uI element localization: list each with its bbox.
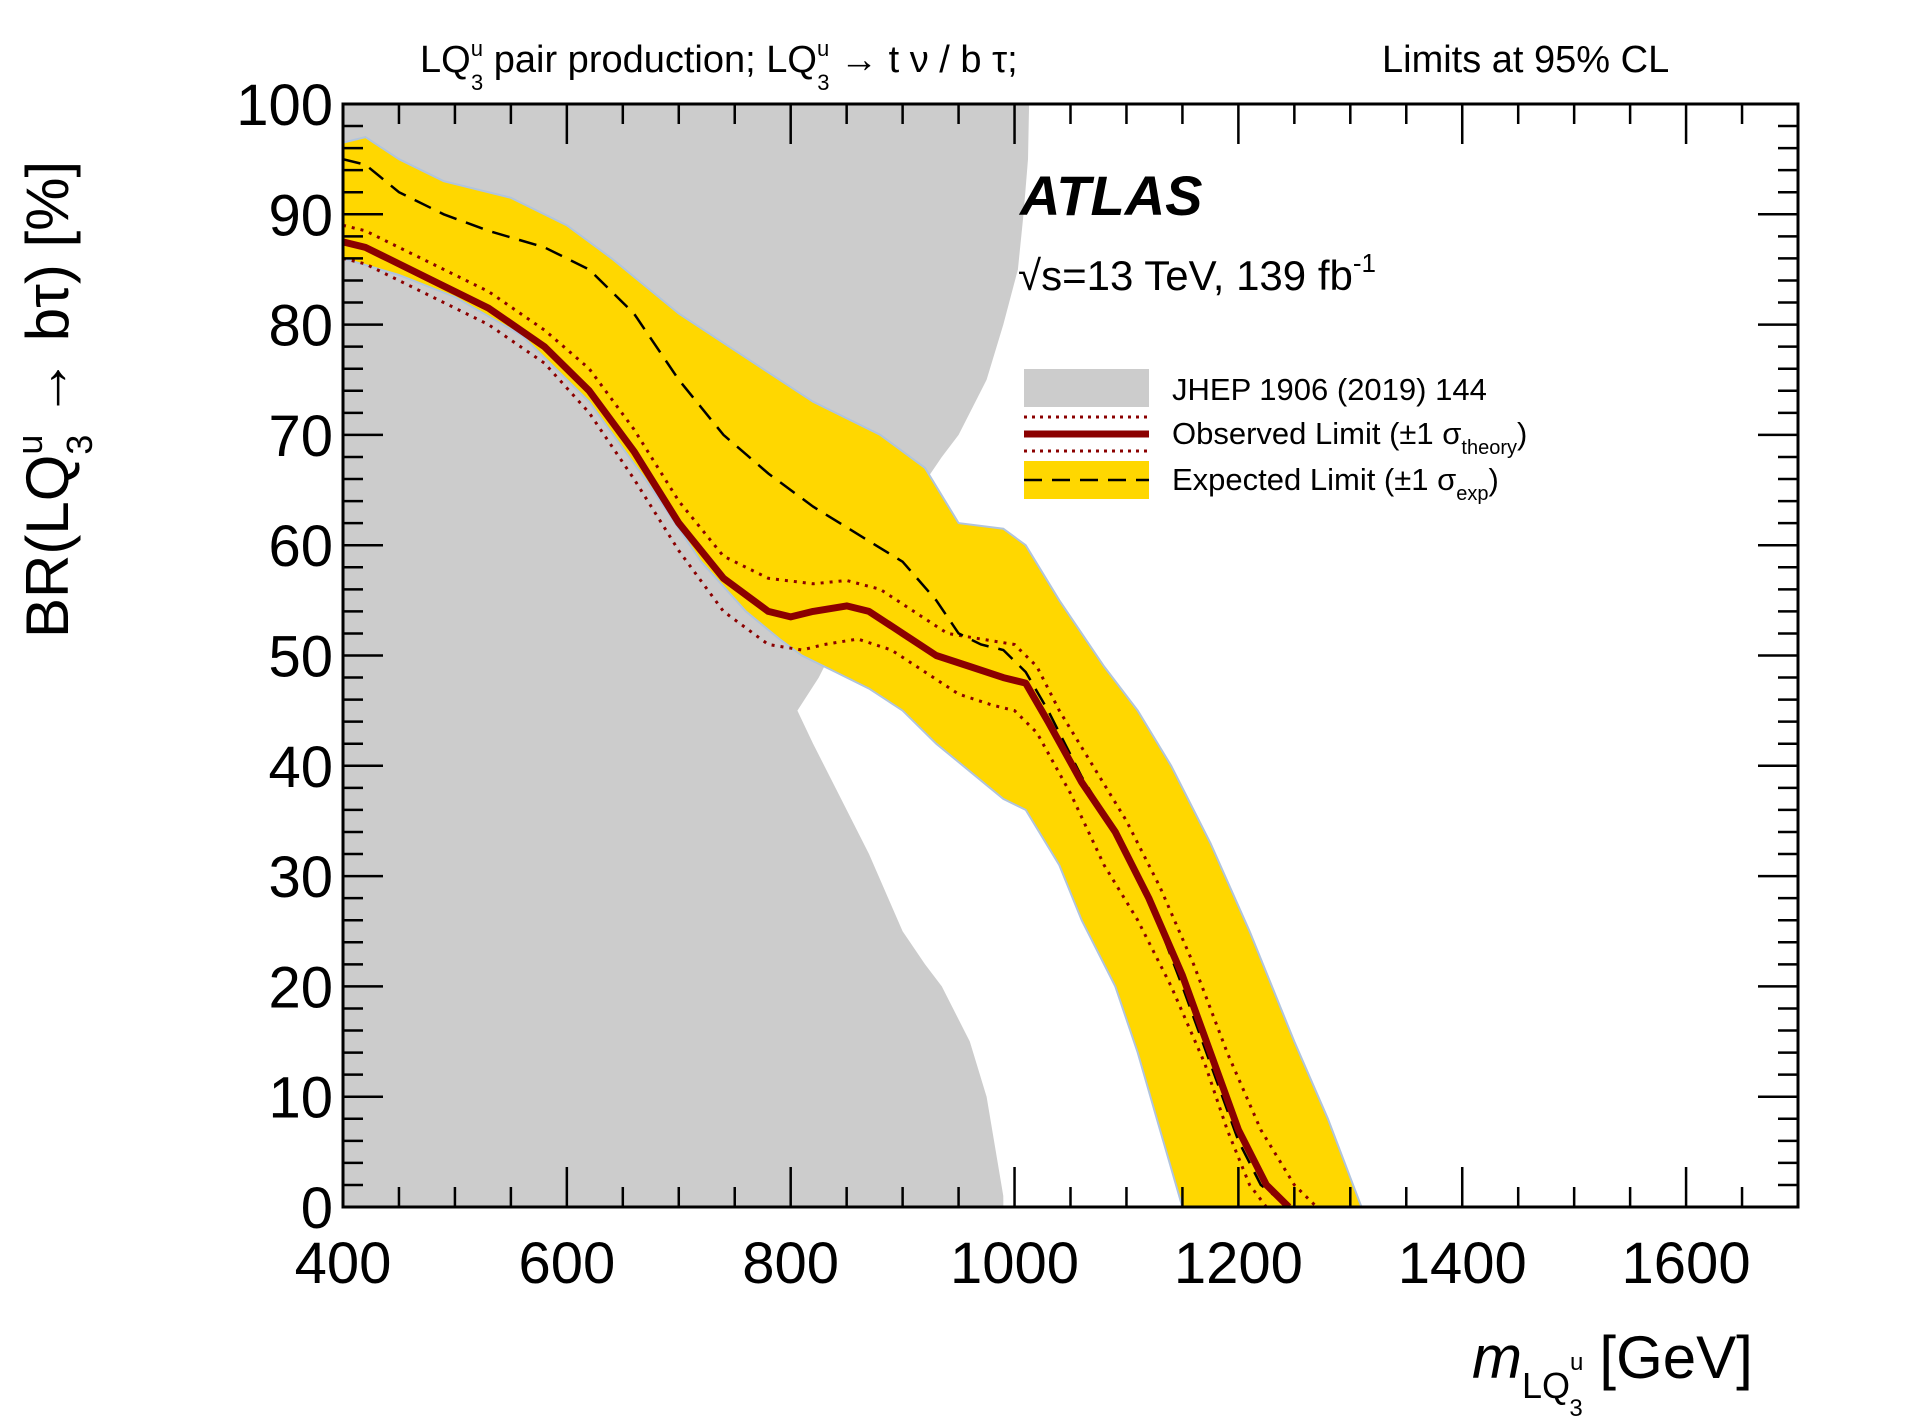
header-sup-a: u <box>471 36 483 61</box>
excluded-region <box>343 104 1030 1207</box>
x-label-sub: LQ <box>1522 1365 1570 1406</box>
header-decay: → t ν / b τ; <box>829 39 1017 81</box>
energy-s-part: s=13 TeV, 139 fb <box>1041 252 1353 299</box>
x-label-subsup: u <box>1570 1349 1583 1376</box>
plot-area <box>343 104 1363 1207</box>
observed-limit-line <box>343 238 1292 1207</box>
x-axis-label: mLQu 3 [GeV] <box>1472 1324 1753 1422</box>
y-label-sub: 3 <box>59 435 100 455</box>
header-lq-a: LQ <box>420 39 471 81</box>
y-label-post: → bτ) [%] <box>14 161 81 435</box>
y-tick-label: 0 <box>301 1176 333 1241</box>
x-tick-label: 1400 <box>1398 1231 1527 1296</box>
header-sup-b: u <box>817 36 829 61</box>
energy-sqrt: √ <box>1018 252 1042 299</box>
y-label-sup: u <box>9 435 50 455</box>
legend-observed-sub: theory <box>1461 437 1517 459</box>
legend-observed-main: Observed Limit (±1 σ <box>1172 416 1461 451</box>
y-label-pre: BR(LQ <box>14 455 81 638</box>
header-cl-text: Limits at 95% CL <box>1382 39 1669 81</box>
legend-label-jhep: JHEP 1906 (2019) 144 <box>1172 372 1487 407</box>
x-tick-label: 1600 <box>1622 1231 1751 1296</box>
y-tick-label: 90 <box>268 183 333 248</box>
legend-swatch-jhep <box>1024 369 1149 407</box>
y-tick-label: 30 <box>268 845 333 910</box>
header-process-text: LQu 3 pair production; LQu 3 → t ν / b τ; <box>420 36 1018 95</box>
y-tick-label: 100 <box>236 73 333 138</box>
x-tick-label: 800 <box>742 1231 839 1296</box>
y-tick-label: 60 <box>268 514 333 579</box>
x-tick-label: 400 <box>295 1231 392 1296</box>
y-axis-label: BR(LQu 3 → bτ) [%] <box>9 161 100 638</box>
header-sub-b: 3 <box>817 70 829 95</box>
x-label-m: m <box>1472 1324 1522 1391</box>
legend-observed-close: ) <box>1517 416 1527 451</box>
y-tick-label: 40 <box>268 735 333 800</box>
legend-expected-close: ) <box>1489 462 1499 497</box>
x-label-subsub: 3 <box>1569 1395 1582 1422</box>
x-tick-label: 1200 <box>1174 1231 1303 1296</box>
legend-expected-sub: exp <box>1456 483 1488 505</box>
x-tick-label: 600 <box>518 1231 615 1296</box>
y-tick-label: 10 <box>268 1066 333 1131</box>
axes: 400 600 800 1000 1200 1400 1600 0 10 20 30 40 50 60 70… <box>236 73 1800 1296</box>
y-tick-label: 70 <box>268 404 333 469</box>
x-label-unit: [GeV] <box>1583 1324 1753 1391</box>
y-tick-label: 80 <box>268 294 333 359</box>
y-tick-label: 20 <box>268 955 333 1020</box>
legend-expected-main: Expected Limit (±1 σ <box>1172 462 1456 497</box>
x-tick-label: 1000 <box>950 1231 1079 1296</box>
header-mid: pair production; <box>483 39 766 81</box>
energy-label: √s=13 TeV, 139 fb-1 <box>1018 248 1376 299</box>
header-sub-a: 3 <box>471 70 483 95</box>
atlas-label: ATLAS <box>1018 164 1203 227</box>
energy-exp: -1 <box>1353 248 1376 278</box>
legend-label-expected: Expected Limit (±1 σexp) <box>1172 462 1499 505</box>
legend: JHEP 1906 (2019) 144 Observed Limit (±1 … <box>1024 369 1527 505</box>
y-tick-label: 50 <box>268 625 333 690</box>
legend-label-observed: Observed Limit (±1 σtheory) <box>1172 416 1527 459</box>
header-lq-b: LQ <box>766 39 817 81</box>
